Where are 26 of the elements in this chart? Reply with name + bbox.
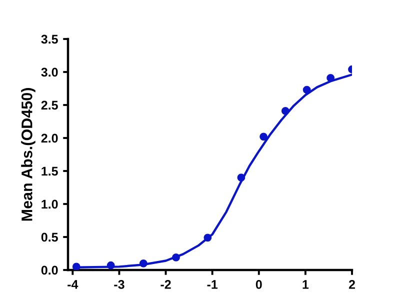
x-tick-label: -3	[114, 280, 124, 289]
point	[72, 262, 80, 270]
y-tick-label: 3.0	[41, 68, 58, 77]
y-tick-label: 1.5	[42, 166, 58, 176]
x-tick-label: 1	[302, 280, 309, 289]
y-tick-label: 2.0	[41, 134, 58, 143]
y-tick-label: 0.5	[41, 232, 58, 242]
x-tick-label: -1	[207, 280, 218, 289]
point	[281, 106, 290, 115]
point	[326, 74, 335, 82]
x-tick-label: 2	[348, 280, 355, 289]
y-tick-label: 0.0	[41, 266, 58, 275]
point	[172, 254, 180, 262]
point	[260, 132, 268, 141]
y-tick-label: 1.0	[42, 200, 58, 209]
point	[204, 234, 212, 242]
x-tick-label: 0	[256, 280, 262, 289]
y-tick-label: 3.5	[41, 34, 58, 44]
point	[139, 259, 148, 268]
y-tick-label: 2.5	[41, 100, 58, 110]
y-axis-title: Mean Abs.(OD450)	[21, 88, 36, 221]
point	[106, 261, 115, 270]
x-tick-label: -2	[160, 280, 171, 289]
point	[237, 174, 246, 182]
x-tick-label: -4	[68, 280, 78, 289]
point	[302, 86, 311, 94]
